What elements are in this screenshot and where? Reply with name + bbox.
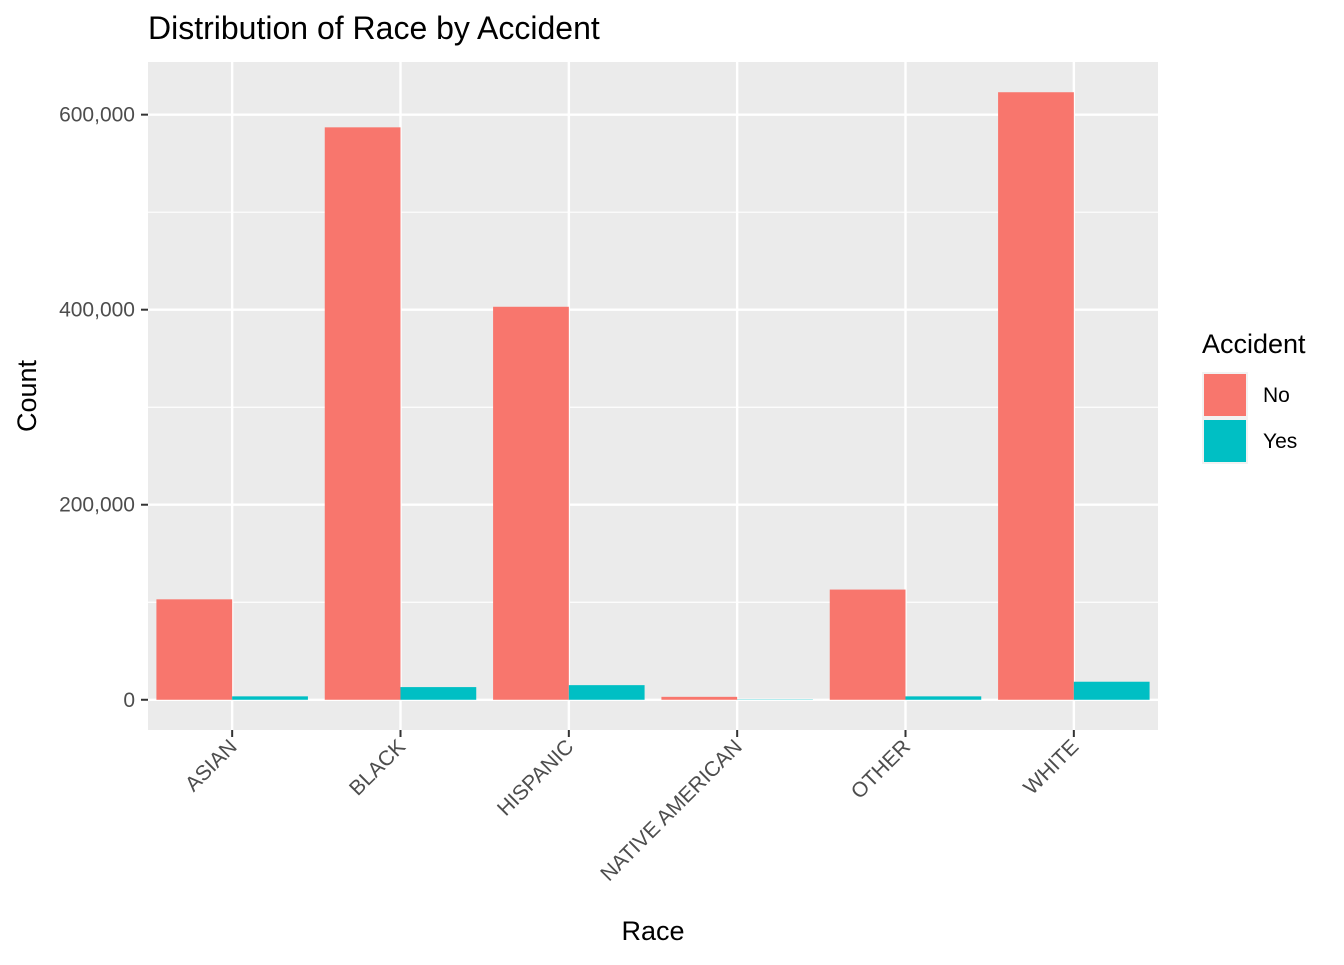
bar-black-yes [401, 687, 477, 700]
chart-title: Distribution of Race by Accident [148, 10, 600, 46]
x-axis-title: Race [621, 916, 684, 946]
bar-other-no [830, 590, 906, 700]
x-tick-label: WHITE [1019, 735, 1083, 799]
y-axis-ticks: 0 200,000 400,000 600,000 [59, 104, 148, 712]
bar-hispanic-yes [569, 685, 645, 700]
bar-hispanic-no [493, 307, 569, 700]
y-tick-label: 400,000 [59, 299, 135, 322]
bar-white-no [998, 92, 1074, 700]
legend-title: Accident [1202, 329, 1306, 359]
legend-label-no: No [1263, 384, 1290, 407]
x-tick-label: HISPANIC [493, 735, 578, 820]
x-tick-label: BLACK [345, 735, 410, 800]
bar-white-yes [1074, 682, 1150, 700]
y-tick-label: 600,000 [59, 104, 135, 127]
y-tick-label: 200,000 [59, 494, 135, 517]
legend: Accident No Yes [1202, 329, 1306, 464]
y-tick-label: 0 [123, 689, 135, 712]
legend-label-yes: Yes [1263, 430, 1297, 453]
x-tick-label: ASIAN [181, 735, 242, 796]
bar-black-no [325, 127, 401, 699]
legend-items: No Yes [1202, 372, 1297, 464]
bar-asian-no [156, 599, 232, 699]
x-tick-label: OTHER [847, 735, 915, 803]
y-axis-title: Count [12, 359, 42, 432]
x-tick-label: NATIVE AMERICAN [596, 735, 746, 885]
bar-other-yes [906, 696, 982, 699]
bar-asian-yes [232, 696, 308, 699]
bar-native-american-no [661, 697, 737, 700]
legend-swatch-no [1204, 374, 1246, 416]
legend-swatch-yes [1204, 420, 1246, 462]
